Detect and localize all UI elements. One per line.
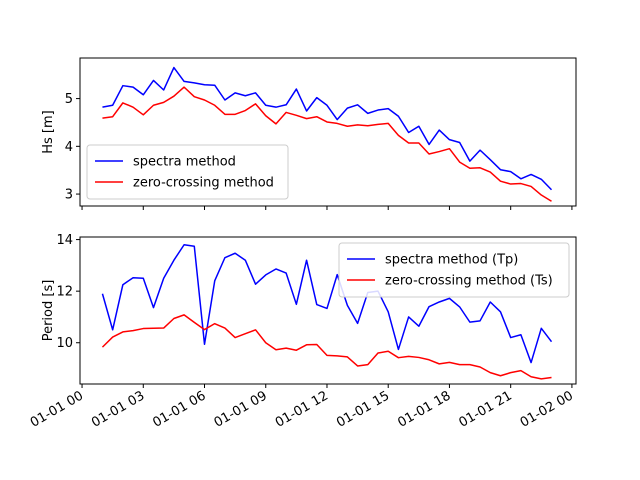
legend-entry: spectra method xyxy=(133,155,236,170)
y-tick-label: 3 xyxy=(65,188,73,203)
period-legend: spectra method (Tp) zero-crossing method … xyxy=(338,242,570,298)
hs-chart: 3 4 5 Hs [m] spectra method zero-crossing m… xyxy=(41,57,577,210)
hs-x-ticks xyxy=(81,206,573,210)
hs-plot-lines xyxy=(102,66,553,202)
series-line-0-0 xyxy=(102,66,553,191)
y-tick-label: 5 xyxy=(65,92,73,107)
legend-entry: spectra method (Tp) xyxy=(385,253,518,268)
y-tick-label: 12 xyxy=(56,285,73,300)
series-line-1-0 xyxy=(101,243,553,364)
y-tick-label: 10 xyxy=(56,336,73,351)
legend-entry: zero-crossing method xyxy=(133,176,274,191)
hs-axes-frame xyxy=(79,57,577,207)
period-y-ticks: 10 12 14 xyxy=(56,233,80,351)
y-tick-label: 14 xyxy=(56,233,73,248)
legend-box xyxy=(86,144,289,200)
legend-box xyxy=(338,242,570,298)
y-tick-label: 4 xyxy=(65,140,73,155)
legend-entry: zero-crossing method (Ts) xyxy=(385,274,553,289)
series-line-1-1 xyxy=(101,314,552,380)
period-plot-lines xyxy=(101,243,553,380)
hs-legend: spectra method zero-crossing method xyxy=(86,144,289,200)
hs-y-axis-label: Hs [m] xyxy=(41,110,56,154)
series-line-0-1 xyxy=(102,86,552,202)
period-y-axis-label: Period [s] xyxy=(41,280,56,342)
period-axes-frame xyxy=(79,236,577,385)
hs-y-ticks: 3 4 5 xyxy=(65,92,80,203)
